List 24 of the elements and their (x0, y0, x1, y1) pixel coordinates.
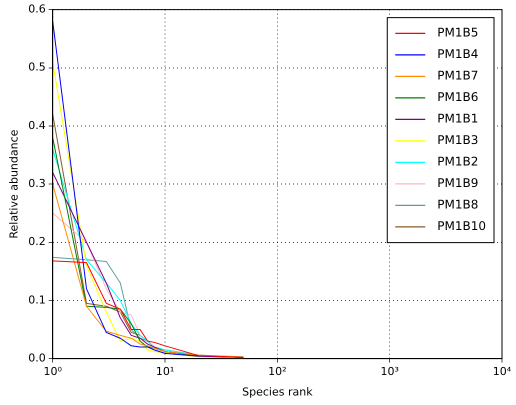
y-tick-label: 0.4 (28, 118, 46, 132)
legend-label: PM1B7 (437, 68, 478, 82)
x-tick-label: 10¹ (156, 365, 174, 378)
y-tick-label: 0.3 (28, 176, 46, 190)
legend-label: PM1B4 (437, 46, 478, 61)
legend-label: PM1B8 (437, 197, 478, 212)
x-tick-label: 10⁴ (492, 365, 512, 378)
legend-label: PM1B2 (437, 154, 478, 168)
legend-label: PM1B1 (437, 111, 478, 126)
x-tick-label: 10⁰ (43, 365, 62, 378)
legend-label: PM1B10 (437, 218, 486, 233)
legend-label: PM1B9 (437, 176, 478, 190)
x-tick-label: 10² (268, 365, 287, 378)
y-tick-label: 0.6 (28, 2, 46, 16)
x-axis-title: Species rank (242, 385, 314, 398)
y-tick-label: 0.1 (28, 293, 46, 306)
y-tick-label: 0.0 (28, 351, 46, 364)
legend-label: PM1B6 (437, 90, 478, 104)
legend-label: PM1B3 (437, 132, 478, 147)
legend-label: PM1B5 (437, 25, 478, 40)
y-tick-label: 0.5 (28, 60, 46, 74)
y-axis-title: Relative abundance (7, 129, 20, 239)
x-tick-label: 10³ (380, 365, 399, 378)
y-tick-label: 0.2 (28, 235, 46, 248)
